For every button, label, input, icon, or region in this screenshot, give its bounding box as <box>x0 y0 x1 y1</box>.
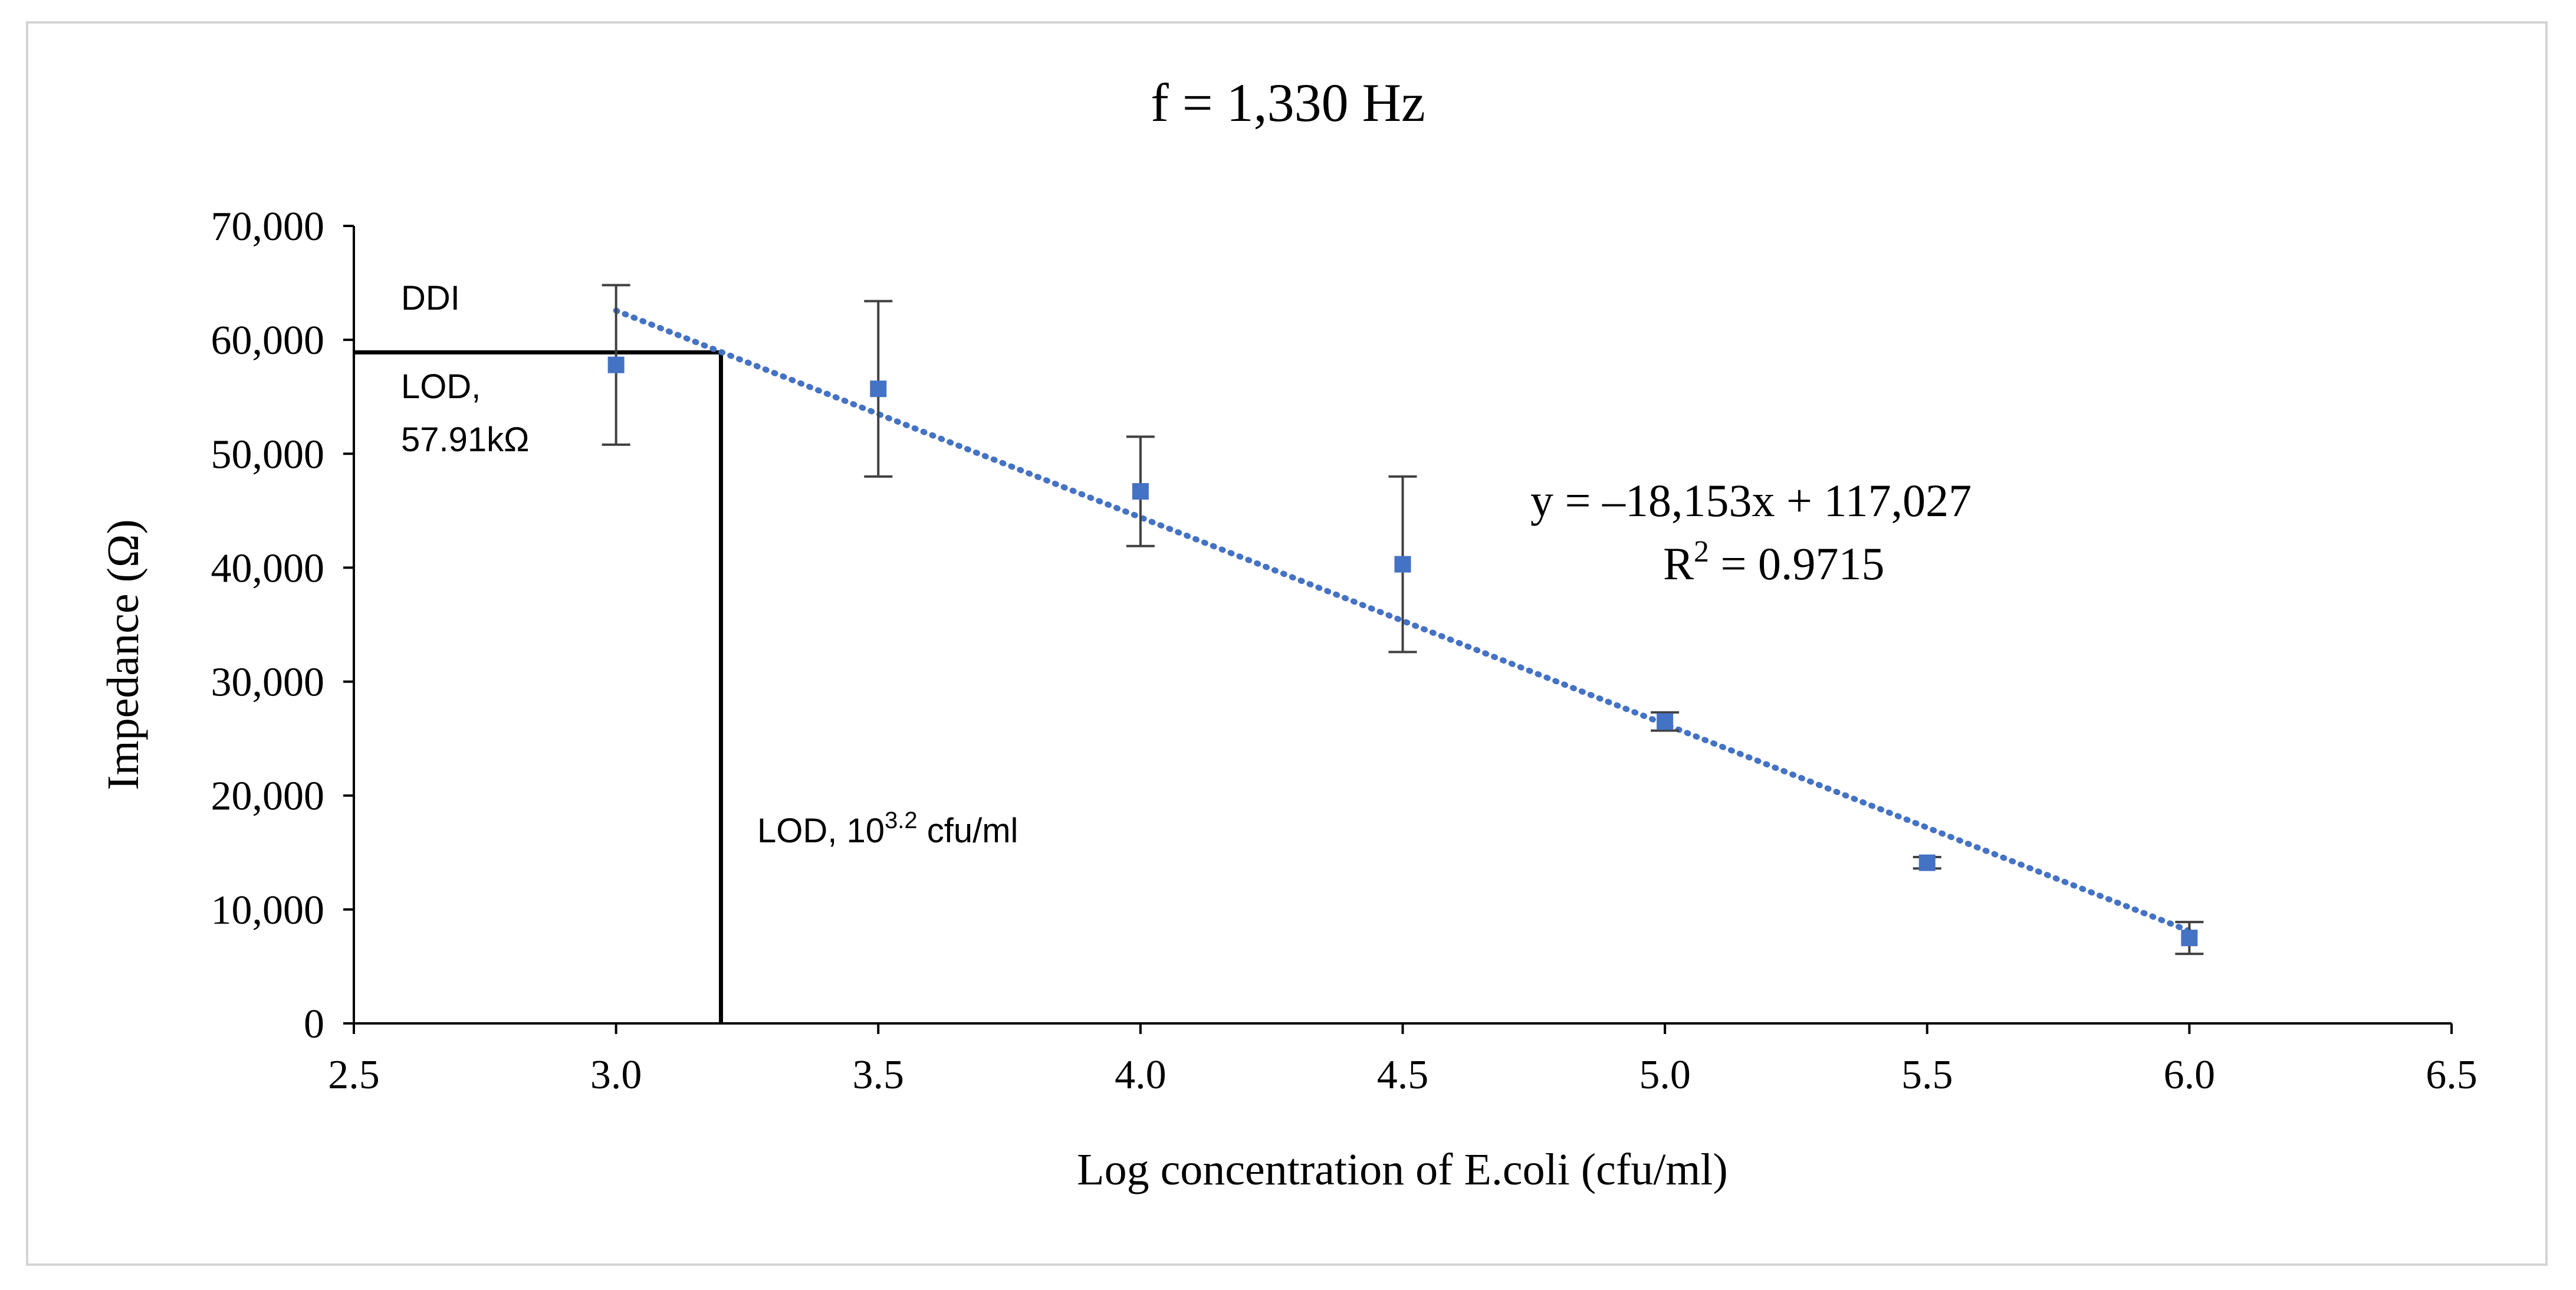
chart-title: f = 1,330 Hz <box>1151 73 1425 133</box>
x-ticks: 2.5 3.0 3.5 4.0 4.5 5.0 5.5 6.0 6.5 <box>328 1023 2478 1098</box>
y-tick-label: 50,000 <box>211 432 325 477</box>
data-point <box>2181 930 2198 947</box>
trendline-r2-exponent: 2 <box>1694 535 1709 569</box>
x-tick-label: 4.0 <box>1115 1052 1167 1098</box>
trendline-r2-value: = 0.9715 <box>1709 538 1885 589</box>
x-tick-label: 4.5 <box>1377 1052 1429 1098</box>
y-tick-label: 30,000 <box>211 660 325 705</box>
y-tick-label: 40,000 <box>211 546 325 591</box>
lod-impedance-label-line2: 57.91kΩ <box>401 421 530 459</box>
trendline-equation: y = –18,153x + 117,027 <box>1530 475 1972 526</box>
lod-concentration-suffix: cfu/ml <box>918 812 1018 850</box>
data-point <box>1394 556 1411 573</box>
data-point <box>1132 483 1149 500</box>
lod-concentration-prefix: LOD, 10 <box>757 812 885 850</box>
lod-concentration-exponent: 3.2 <box>885 808 918 833</box>
x-tick-label: 6.5 <box>2426 1052 2478 1098</box>
ddi-label: DDI <box>401 279 460 317</box>
y-tick-label: 20,000 <box>211 774 325 819</box>
trendline-equation-body: –18,153x + 117,027 <box>1602 475 1972 526</box>
x-axis-title: Log concentration of E.coli (cfu/ml) <box>1077 1145 1728 1194</box>
data-point <box>607 356 625 373</box>
data-point <box>1657 713 1674 730</box>
x-tick-label: 6.0 <box>2164 1052 2216 1098</box>
trendline-equation-prefix: y = <box>1530 475 1602 526</box>
data-series <box>602 284 2204 956</box>
data-point <box>1918 854 1936 871</box>
y-tick-label: 0 <box>304 1002 324 1047</box>
y-tick-label: 70,000 <box>211 204 325 250</box>
x-tick-label: 5.0 <box>1639 1052 1691 1098</box>
y-tick-label: 60,000 <box>211 318 325 363</box>
x-tick-label: 3.0 <box>590 1052 642 1098</box>
lod-impedance-label-line1: LOD, <box>401 367 481 406</box>
y-ticks: 0 10,000 20,000 30,000 40,000 50,000 60,000 70,… <box>211 204 354 1047</box>
x-tick-label: 5.5 <box>1901 1052 1953 1098</box>
lod-concentration-label: LOD, 103.2 cfu/ml <box>757 808 1018 850</box>
y-axis-title: Impedance (Ω) <box>98 519 148 790</box>
chart-frame <box>26 21 2548 1266</box>
data-point <box>870 380 887 398</box>
x-tick-label: 3.5 <box>853 1052 905 1098</box>
trendline-r2: R2 = 0.9715 <box>1663 535 1885 589</box>
x-tick-label: 2.5 <box>328 1052 380 1098</box>
y-tick-label: 10,000 <box>211 888 325 933</box>
trendline-r2-prefix: R <box>1663 538 1694 589</box>
